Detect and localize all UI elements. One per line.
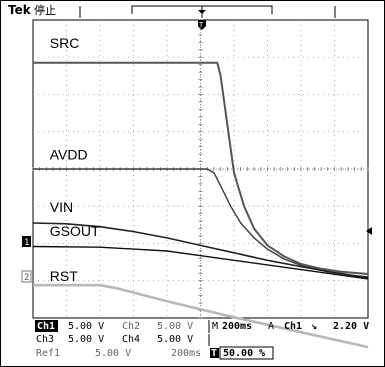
trace-rst	[33, 283, 369, 349]
trigger-level-marker[interactable]	[366, 227, 372, 235]
trace-label-rst: RST	[50, 268, 78, 284]
ch2-label[interactable]: Ch2	[122, 321, 140, 332]
acquisition-status: 停止	[34, 3, 56, 17]
ref1-label[interactable]: Ref1	[36, 348, 60, 359]
position-icon: T	[211, 348, 217, 359]
ch3-scale: 5.00 V	[68, 334, 104, 345]
trigger-level-value: 2.20 V	[333, 321, 369, 332]
ch1-ground-marker[interactable]: 1	[22, 236, 31, 248]
trace-gsout	[32, 245, 369, 280]
ref1-timebase: 200ms	[171, 348, 201, 359]
timebase-m: M	[212, 321, 218, 332]
trace-src	[33, 61, 369, 275]
brand-label: Tek	[8, 3, 32, 17]
trace-labels: SRC AVDD VIN GSOUT RST	[50, 35, 100, 284]
acq-mode-a: A	[268, 321, 274, 332]
ch1-badge-bg	[35, 320, 58, 332]
trigger-position-marker[interactable]: T	[198, 20, 206, 30]
readout-panel: Ch1 5.00 V Ch2 5.00 V M 200ms A Ch1 ↘ 2.…	[35, 320, 369, 360]
position-icon-bg	[210, 348, 219, 358]
ch4-label[interactable]: Ch4	[122, 334, 140, 345]
ref1-scale: 5.00 V	[95, 348, 131, 359]
svg-text:T: T	[199, 21, 204, 29]
ch4-scale: 5.00 V	[157, 334, 193, 345]
record-bracket	[131, 5, 273, 18]
horizontal-position-value: 50.00 %	[223, 348, 265, 359]
trace-label-avdd: AVDD	[50, 147, 88, 163]
svg-text:1: 1	[24, 238, 29, 248]
ch1-scale: 5.00 V	[68, 321, 104, 332]
ch2-scale: 5.00 V	[157, 321, 193, 332]
trigger-channel: Ch1	[284, 321, 302, 332]
trace-group	[32, 61, 369, 349]
timebase-value: 200ms	[222, 321, 252, 332]
trace-label-vin: VIN	[50, 199, 73, 215]
position-value-box	[219, 346, 274, 360]
ch1-label[interactable]: Ch1	[37, 321, 55, 332]
trace-label-gsout: GSOUT	[50, 223, 100, 239]
ch2-ground-marker[interactable]: 2	[21, 270, 32, 283]
trigger-slope-icon: ↘	[311, 321, 317, 332]
trace-label-src: SRC	[50, 35, 80, 51]
svg-text:2: 2	[24, 273, 29, 283]
ch3-label[interactable]: Ch3	[36, 334, 54, 345]
trace-vin	[32, 222, 369, 279]
